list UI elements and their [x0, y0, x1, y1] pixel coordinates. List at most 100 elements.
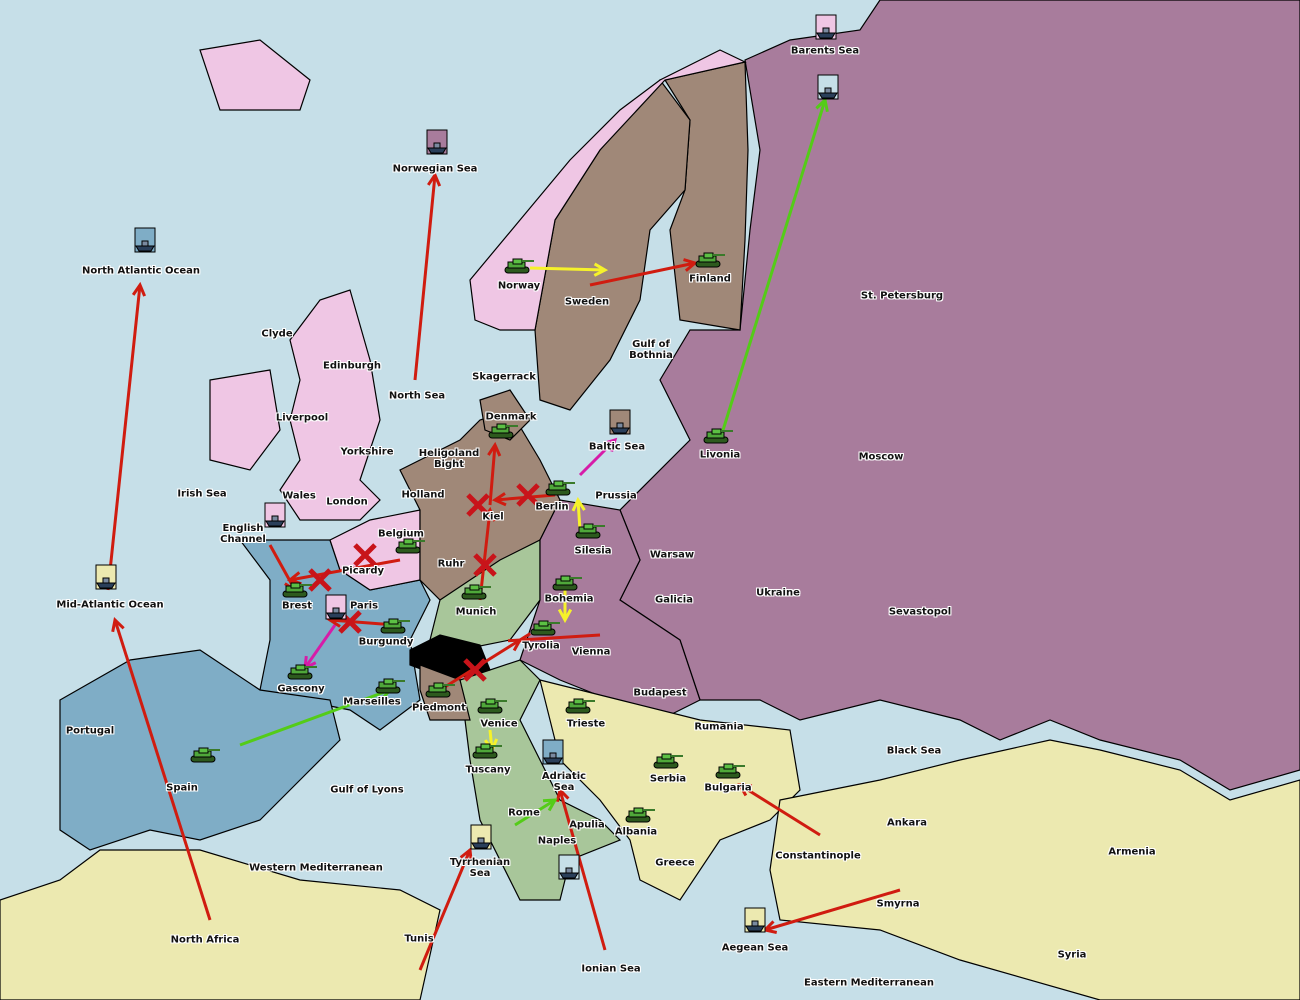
- territory-label[interactable]: Paris: [349, 600, 379, 612]
- territory-label[interactable]: Trieste: [566, 718, 606, 730]
- territory-label[interactable]: Marseilles: [343, 696, 401, 708]
- territory-label[interactable]: Silesia: [574, 545, 612, 557]
- territory-label[interactable]: Moscow: [858, 451, 904, 463]
- territory-label[interactable]: Bulgaria: [704, 782, 752, 794]
- territory-label[interactable]: Bohemia: [544, 593, 594, 605]
- territory-label[interactable]: Tuscany: [465, 764, 511, 776]
- region-britain[interactable]: [279, 289, 381, 521]
- army-unit-icon[interactable]: [529, 620, 561, 640]
- region-norway[interactable]: [469, 49, 747, 331]
- territory-label[interactable]: Greece: [655, 857, 695, 869]
- territory-label[interactable]: Skagerrack: [472, 371, 536, 383]
- territory-label[interactable]: Tunis: [404, 933, 434, 945]
- territory-label[interactable]: Finland: [689, 273, 731, 285]
- fleet-unit-icon[interactable]: [557, 854, 581, 886]
- army-unit-icon[interactable]: [551, 575, 583, 595]
- region-russia[interactable]: [619, 0, 1300, 791]
- fleet-unit-icon[interactable]: [324, 594, 348, 626]
- territory-label[interactable]: Spain: [166, 782, 198, 794]
- territory-label[interactable]: North Atlantic Ocean: [81, 265, 201, 277]
- army-unit-icon[interactable]: [652, 753, 684, 773]
- fleet-unit-icon[interactable]: [425, 129, 449, 161]
- army-unit-icon[interactable]: [564, 698, 596, 718]
- territory-label[interactable]: Holland: [401, 489, 445, 501]
- territory-label[interactable]: Belgium: [378, 528, 424, 540]
- territory-label[interactable]: Naples: [537, 835, 577, 847]
- territory-label[interactable]: Black Sea: [886, 745, 942, 757]
- region-ireland[interactable]: [209, 369, 281, 471]
- army-unit-icon[interactable]: [374, 678, 406, 698]
- territory-label[interactable]: Apulia: [569, 819, 605, 831]
- army-unit-icon[interactable]: [624, 807, 656, 827]
- territory-label[interactable]: North Africa: [170, 934, 240, 946]
- territory-label[interactable]: St. Petersburg: [860, 290, 944, 302]
- army-unit-icon[interactable]: [714, 763, 746, 783]
- region-north-africa[interactable]: [0, 849, 441, 1000]
- territory-label[interactable]: Brest: [281, 600, 313, 612]
- territory-label[interactable]: Vienna: [571, 646, 611, 658]
- army-unit-icon[interactable]: [694, 252, 726, 272]
- territory-label[interactable]: English Channel: [220, 523, 266, 545]
- territory-label[interactable]: Ruhr: [437, 558, 465, 570]
- territory-label[interactable]: Picardy: [341, 565, 385, 577]
- fleet-unit-icon[interactable]: [469, 824, 493, 856]
- territory-label[interactable]: Clyde: [261, 328, 293, 340]
- territory-label[interactable]: Sweden: [564, 296, 610, 308]
- fleet-unit-icon[interactable]: [133, 227, 157, 259]
- territory-label[interactable]: Kiel: [482, 511, 504, 523]
- territory-label[interactable]: Eastern Mediterranean: [804, 977, 934, 989]
- territory-label[interactable]: Baltic Sea: [588, 441, 646, 453]
- territory-label[interactable]: Galicia: [655, 594, 693, 606]
- territory-label[interactable]: Tyrolia: [522, 640, 560, 652]
- territory-label[interactable]: Armenia: [1108, 846, 1156, 858]
- territory-label[interactable]: Heligoland Bight: [418, 448, 480, 470]
- territory-label[interactable]: London: [326, 496, 368, 508]
- region-iceland[interactable]: [199, 39, 311, 111]
- army-unit-icon[interactable]: [286, 664, 318, 684]
- territory-label[interactable]: Constantinople: [775, 850, 861, 862]
- region-turkey[interactable]: [769, 739, 1300, 1000]
- army-unit-icon[interactable]: [476, 698, 508, 718]
- territory-label[interactable]: Berlin: [535, 501, 569, 513]
- fleet-unit-icon[interactable]: [816, 74, 840, 106]
- territory-label[interactable]: Sevastopol: [888, 606, 952, 618]
- army-unit-icon[interactable]: [460, 584, 492, 604]
- territory-label[interactable]: Munich: [455, 606, 497, 618]
- territory-label[interactable]: Irish Sea: [177, 488, 227, 500]
- army-unit-icon[interactable]: [394, 538, 426, 558]
- territory-label[interactable]: Ukraine: [756, 587, 800, 599]
- army-unit-icon[interactable]: [379, 618, 411, 638]
- fleet-unit-icon[interactable]: [94, 564, 118, 596]
- territory-label[interactable]: Livonia: [699, 449, 741, 461]
- territory-label[interactable]: Ankara: [887, 817, 927, 829]
- territory-label[interactable]: Smyrna: [876, 898, 920, 910]
- territory-label[interactable]: Gulf of Bothnia: [629, 339, 673, 361]
- territory-label[interactable]: Prussia: [595, 490, 637, 502]
- territory-label[interactable]: Wales: [282, 490, 316, 502]
- territory-label[interactable]: Tyrrhenian Sea: [449, 857, 511, 879]
- army-unit-icon[interactable]: [702, 428, 734, 448]
- territory-label[interactable]: Portugal: [65, 725, 115, 737]
- territory-label[interactable]: Yorkshire: [340, 446, 394, 458]
- territory-label[interactable]: Gascony: [277, 683, 325, 695]
- territory-label[interactable]: Serbia: [649, 773, 687, 785]
- territory-label[interactable]: Rome: [508, 807, 540, 819]
- territory-label[interactable]: Piedmont: [412, 702, 466, 714]
- territory-label[interactable]: Ionian Sea: [581, 963, 641, 975]
- territory-label[interactable]: Edinburgh: [322, 360, 382, 372]
- fleet-unit-icon[interactable]: [541, 739, 565, 771]
- territory-label[interactable]: Burgundy: [358, 636, 414, 648]
- territory-label[interactable]: Barents Sea: [790, 45, 860, 57]
- territory-label[interactable]: North Sea: [388, 390, 446, 402]
- territory-label[interactable]: Denmark: [485, 411, 537, 423]
- army-unit-icon[interactable]: [574, 523, 606, 543]
- territory-label[interactable]: Norway: [497, 280, 541, 292]
- territory-label[interactable]: Aegean Sea: [721, 942, 789, 954]
- territory-label[interactable]: Mid-Atlantic Ocean: [56, 599, 164, 611]
- territory-label[interactable]: Warsaw: [649, 549, 695, 561]
- territory-label[interactable]: Budapest: [633, 687, 687, 699]
- fleet-unit-icon[interactable]: [263, 502, 287, 534]
- territory-label[interactable]: Venice: [480, 718, 518, 730]
- territory-label[interactable]: Rumania: [694, 721, 744, 733]
